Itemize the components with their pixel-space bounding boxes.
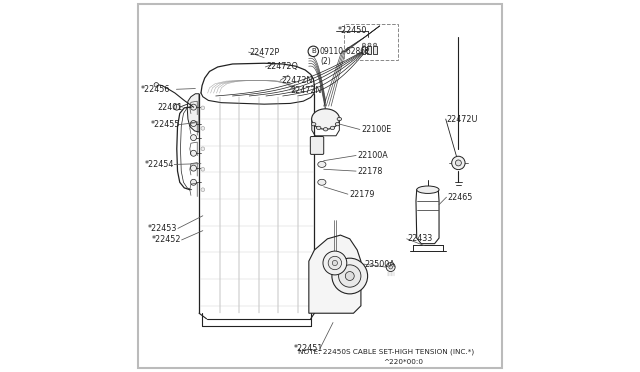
Ellipse shape bbox=[330, 126, 335, 129]
Text: *22454: *22454 bbox=[145, 160, 175, 169]
Text: *22450: *22450 bbox=[338, 26, 367, 35]
Circle shape bbox=[323, 251, 347, 275]
Ellipse shape bbox=[312, 122, 316, 126]
Ellipse shape bbox=[417, 186, 439, 193]
Text: *22452: *22452 bbox=[152, 235, 181, 244]
Circle shape bbox=[389, 265, 392, 269]
Text: NOTE: 22450S CABLE SET-HIGH TENSION (INC.*): NOTE: 22450S CABLE SET-HIGH TENSION (INC… bbox=[298, 348, 474, 355]
Text: 22100A: 22100A bbox=[357, 151, 388, 160]
Circle shape bbox=[201, 106, 205, 110]
Bar bbox=[373, 46, 376, 54]
Polygon shape bbox=[187, 94, 199, 132]
Text: 22465: 22465 bbox=[447, 193, 472, 202]
Text: *22456: *22456 bbox=[141, 85, 170, 94]
Text: 22472Q: 22472Q bbox=[266, 62, 298, 71]
Bar bbox=[344, 24, 398, 60]
Text: (2): (2) bbox=[321, 57, 332, 66]
Circle shape bbox=[201, 126, 205, 130]
Text: 22100E: 22100E bbox=[361, 125, 391, 134]
Circle shape bbox=[201, 147, 205, 151]
Ellipse shape bbox=[318, 161, 326, 167]
Circle shape bbox=[174, 104, 180, 110]
Text: *22455: *22455 bbox=[151, 120, 180, 129]
Circle shape bbox=[191, 150, 196, 156]
Circle shape bbox=[339, 265, 361, 287]
Text: B: B bbox=[311, 48, 316, 54]
Circle shape bbox=[456, 160, 461, 166]
Circle shape bbox=[332, 258, 367, 294]
Circle shape bbox=[191, 104, 196, 110]
Circle shape bbox=[362, 43, 365, 46]
Text: 22179: 22179 bbox=[349, 190, 374, 199]
Circle shape bbox=[201, 188, 205, 192]
Circle shape bbox=[154, 83, 159, 87]
Text: *22453: *22453 bbox=[148, 224, 177, 233]
Circle shape bbox=[201, 167, 205, 171]
Text: 22472N: 22472N bbox=[291, 86, 322, 94]
Circle shape bbox=[452, 156, 465, 170]
Ellipse shape bbox=[318, 179, 326, 185]
Ellipse shape bbox=[335, 122, 340, 126]
Circle shape bbox=[191, 179, 196, 185]
FancyBboxPatch shape bbox=[310, 137, 324, 154]
Circle shape bbox=[328, 256, 342, 270]
Text: 22472N: 22472N bbox=[281, 76, 312, 85]
Ellipse shape bbox=[337, 117, 342, 121]
Text: 22433: 22433 bbox=[408, 234, 433, 243]
Text: 09110-62862: 09110-62862 bbox=[319, 47, 370, 56]
Text: 22472P: 22472P bbox=[250, 48, 280, 57]
Ellipse shape bbox=[316, 126, 321, 129]
Ellipse shape bbox=[312, 109, 340, 129]
Text: 22178: 22178 bbox=[357, 167, 383, 176]
Circle shape bbox=[191, 165, 196, 171]
Circle shape bbox=[368, 43, 371, 46]
Circle shape bbox=[386, 263, 395, 272]
Circle shape bbox=[374, 43, 376, 46]
Ellipse shape bbox=[323, 128, 328, 131]
Text: 23500A: 23500A bbox=[365, 260, 396, 269]
Circle shape bbox=[332, 260, 337, 266]
Circle shape bbox=[346, 272, 354, 280]
Circle shape bbox=[191, 121, 196, 126]
Text: ^220*00:0: ^220*00:0 bbox=[383, 359, 423, 365]
Circle shape bbox=[308, 46, 319, 57]
Circle shape bbox=[191, 135, 196, 141]
Bar bbox=[367, 46, 371, 54]
Polygon shape bbox=[309, 235, 361, 313]
Text: 22472U: 22472U bbox=[447, 115, 478, 124]
Text: *22451: *22451 bbox=[294, 344, 323, 353]
Text: 22401: 22401 bbox=[157, 103, 182, 112]
Bar bbox=[362, 46, 365, 54]
